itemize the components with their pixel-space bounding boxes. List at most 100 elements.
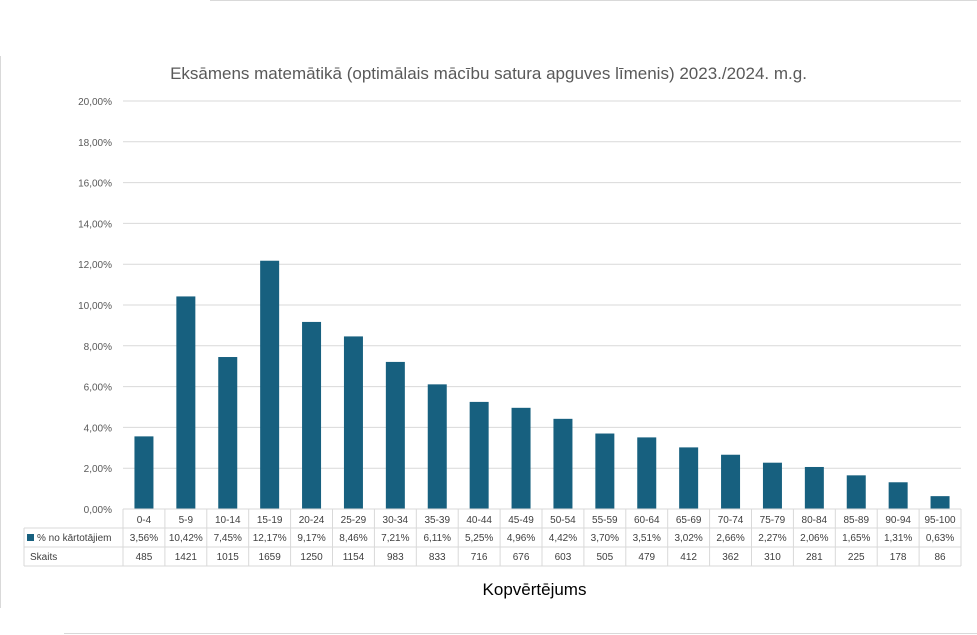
legend-label: % no kārtotājiem (37, 533, 111, 544)
data-label: 1,31% (884, 533, 912, 544)
y-tick-label: 14,00% (78, 219, 112, 230)
table-cell: 1015 (217, 552, 240, 563)
bar (260, 260, 280, 509)
data-label: 9,17% (297, 533, 325, 544)
data-label: 4,96% (507, 533, 535, 544)
y-tick-label: 4,00% (84, 423, 112, 434)
data-label: 3,02% (674, 533, 702, 544)
x-tick-label: 0-4 (137, 515, 152, 526)
bar (846, 475, 866, 509)
data-label: 12,17% (253, 533, 287, 544)
bar (469, 401, 489, 509)
data-label: 3,56% (130, 533, 158, 544)
y-tick-label: 18,00% (78, 138, 112, 149)
table-cell: 485 (136, 552, 153, 563)
x-tick-label: 25-29 (341, 515, 367, 526)
table-cell: 983 (387, 552, 404, 563)
data-label: 2,27% (758, 533, 786, 544)
bar (637, 437, 657, 509)
data-label: 2,66% (716, 533, 744, 544)
data-label: 5,25% (465, 533, 493, 544)
y-tick-label: 2,00% (84, 464, 112, 475)
bar (553, 418, 573, 509)
data-label: 7,21% (381, 533, 409, 544)
y-tick-label: 6,00% (84, 383, 112, 394)
table-row-label: Skaits (30, 552, 57, 563)
y-tick-label: 16,00% (78, 179, 112, 190)
bar (176, 296, 196, 509)
x-tick-label: 50-54 (550, 515, 576, 526)
bar (679, 447, 699, 509)
left-border (0, 56, 1, 608)
table-cell: 310 (764, 552, 781, 563)
y-tick-label: 20,00% (78, 97, 112, 108)
x-tick-label: 30-34 (383, 515, 409, 526)
y-tick-label: 10,00% (78, 301, 112, 312)
bar (385, 361, 405, 509)
x-tick-label: 75-79 (760, 515, 786, 526)
table-cell: 1250 (300, 552, 323, 563)
table-cell: 505 (597, 552, 614, 563)
data-label: 7,45% (214, 533, 242, 544)
data-label: 2,06% (800, 533, 828, 544)
bar (804, 466, 824, 509)
table-cell: 716 (471, 552, 488, 563)
x-tick-label: 5-9 (179, 515, 194, 526)
x-tick-label: 45-49 (508, 515, 534, 526)
table-cell: 1659 (259, 552, 282, 563)
table-cell: 362 (722, 552, 739, 563)
bar (134, 436, 154, 509)
x-tick-label: 60-64 (634, 515, 660, 526)
table-cell: 412 (680, 552, 697, 563)
table-cell: 603 (555, 552, 572, 563)
bar (762, 462, 782, 509)
top-border (210, 0, 977, 1)
table-cell: 676 (513, 552, 530, 563)
data-label: 10,42% (169, 533, 203, 544)
bottom-border (64, 633, 977, 634)
legend-key (27, 534, 34, 541)
x-axis-title: Kopvērtējums (482, 580, 587, 599)
data-label: 0,63% (926, 533, 954, 544)
bar (343, 336, 363, 509)
table-cell: 479 (638, 552, 655, 563)
x-tick-label: 85-89 (843, 515, 869, 526)
bar (218, 357, 238, 509)
x-tick-label: 35-39 (424, 515, 450, 526)
x-tick-label: 20-24 (299, 515, 325, 526)
data-label: 3,70% (591, 533, 619, 544)
x-tick-label: 70-74 (718, 515, 744, 526)
bar (302, 321, 322, 509)
y-tick-label: 12,00% (78, 260, 112, 271)
table-cell: 225 (848, 552, 865, 563)
x-tick-label: 95-100 (924, 515, 956, 526)
x-tick-label: 90-94 (885, 515, 911, 526)
bar (721, 454, 741, 509)
table-cell: 833 (429, 552, 446, 563)
bar (888, 482, 908, 509)
table-cell: 86 (934, 552, 946, 563)
bar (427, 384, 447, 509)
table-cell: 281 (806, 552, 823, 563)
x-tick-label: 40-44 (466, 515, 492, 526)
bar (595, 433, 615, 509)
x-tick-label: 15-19 (257, 515, 283, 526)
table-cell: 1421 (175, 552, 198, 563)
data-label: 4,42% (549, 533, 577, 544)
x-tick-label: 10-14 (215, 515, 241, 526)
table-cell: 178 (890, 552, 907, 563)
x-tick-label: 80-84 (802, 515, 828, 526)
data-label: 3,51% (633, 533, 661, 544)
bar (930, 496, 950, 509)
data-label: 1,65% (842, 533, 870, 544)
bar (511, 407, 531, 509)
x-tick-label: 65-69 (676, 515, 702, 526)
y-tick-label: 0,00% (84, 505, 112, 516)
table-cell: 1154 (343, 552, 365, 563)
data-label: 6,11% (423, 533, 451, 544)
x-tick-label: 55-59 (592, 515, 618, 526)
chart-title: Eksāmens matemātikā (optimālais mācību s… (170, 64, 807, 83)
y-tick-label: 8,00% (84, 342, 112, 353)
data-label: 8,46% (339, 533, 367, 544)
